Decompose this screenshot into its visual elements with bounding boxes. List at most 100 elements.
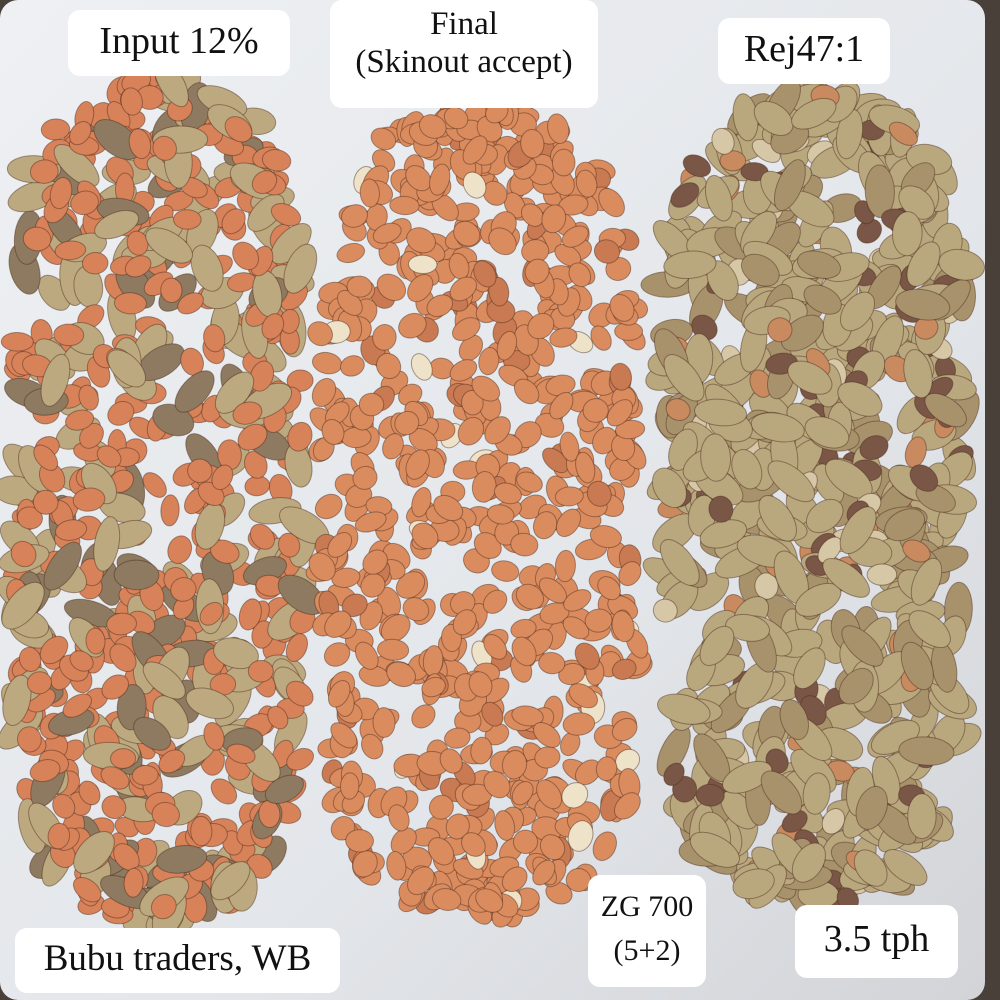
peanut-kernel bbox=[561, 782, 589, 809]
peanut-kernel bbox=[109, 643, 137, 673]
peanut-kernel bbox=[405, 449, 430, 480]
peanut-kernel bbox=[360, 733, 384, 760]
peanut-kernel bbox=[47, 822, 71, 850]
peanut-kernel bbox=[593, 239, 621, 264]
peanut-kernel bbox=[358, 665, 391, 687]
peanut-kernel bbox=[532, 722, 561, 748]
peanut-kernel bbox=[493, 482, 522, 505]
peanut-kernel bbox=[475, 888, 504, 913]
peanut-kernel bbox=[65, 409, 95, 431]
peanut-kernel bbox=[568, 683, 599, 709]
peanut-kernel bbox=[549, 391, 574, 420]
peanut-kernel bbox=[78, 384, 99, 411]
peanut-kernel bbox=[238, 598, 262, 631]
peanut-kernel bbox=[538, 651, 566, 675]
peanut-kernel bbox=[327, 679, 351, 708]
peanut-kernel bbox=[611, 717, 638, 742]
peanut-pod bbox=[94, 209, 140, 240]
peanut-kernel bbox=[407, 866, 435, 896]
peanut-kernel bbox=[49, 177, 73, 210]
peanut-kernel bbox=[286, 747, 315, 771]
peanut-kernel bbox=[539, 834, 566, 861]
peanut-kernel bbox=[754, 572, 779, 600]
peanut-kernel bbox=[478, 346, 500, 376]
peanut-pod bbox=[2, 674, 32, 727]
peanut-kernel bbox=[511, 636, 537, 667]
peanut-kernel bbox=[221, 208, 246, 235]
peanut-kernel bbox=[142, 472, 167, 498]
peanut-kernel bbox=[453, 220, 481, 247]
peanut-kernel bbox=[856, 218, 883, 244]
peanut-kernel bbox=[243, 450, 268, 479]
peanut-kernel bbox=[562, 712, 596, 736]
peanut-kernel bbox=[510, 532, 539, 557]
peanut-kernel bbox=[614, 792, 641, 820]
peanut-kernel bbox=[286, 369, 314, 392]
peanut-kernel bbox=[618, 561, 642, 587]
peanut-kernel bbox=[411, 487, 432, 518]
peanut-kernel bbox=[473, 260, 497, 288]
peanut-kernel bbox=[551, 148, 576, 177]
peanut-kernel bbox=[449, 359, 478, 382]
peanut-kernel bbox=[372, 222, 402, 244]
peanut-kernel bbox=[261, 149, 292, 172]
peanut-kernel bbox=[511, 705, 544, 727]
peanut-kernel bbox=[411, 704, 436, 729]
peanut-kernel bbox=[249, 523, 275, 550]
peanut-kernel bbox=[411, 522, 439, 550]
peanut-kernel bbox=[402, 597, 430, 622]
peanut-pod bbox=[213, 637, 259, 670]
peanut-kernel bbox=[558, 662, 586, 686]
peanut-kernel bbox=[110, 748, 137, 769]
peanut-pod bbox=[185, 687, 234, 720]
peanut-kernel bbox=[541, 204, 567, 234]
peanut-kernel bbox=[532, 511, 558, 540]
peanut-kernel bbox=[323, 642, 351, 667]
peanut-kernel bbox=[354, 641, 379, 670]
peanut-kernel bbox=[432, 888, 462, 911]
peanut-pod bbox=[53, 144, 100, 187]
peanut-kernel bbox=[307, 321, 333, 347]
peanut-kernel bbox=[398, 312, 427, 339]
peanut-pod bbox=[113, 559, 160, 591]
label-input: Input 12% bbox=[68, 10, 290, 76]
peanut-kernel bbox=[29, 159, 59, 184]
peanut-kernel bbox=[160, 494, 180, 527]
peanut-kernel bbox=[433, 494, 464, 522]
peanut-kernel bbox=[545, 881, 573, 905]
peanut-kernel bbox=[277, 532, 301, 558]
peanut-kernel bbox=[510, 618, 537, 639]
peanut-kernel bbox=[516, 471, 543, 493]
peanut-kernel bbox=[559, 431, 580, 462]
peanut-kernel bbox=[407, 254, 438, 275]
peanut-kernel bbox=[428, 794, 454, 820]
peanut-kernel bbox=[439, 748, 463, 774]
peanut-kernel bbox=[345, 829, 374, 853]
peanut-kernel bbox=[382, 433, 404, 460]
label-text: Rej47:1 bbox=[743, 28, 865, 70]
peanut-kernel bbox=[582, 398, 609, 423]
peanut-kernel bbox=[16, 506, 43, 530]
peanut-kernel bbox=[481, 701, 504, 727]
peanut-kernel bbox=[336, 242, 366, 264]
peanut-kernel bbox=[562, 616, 590, 640]
peanut-kernel bbox=[69, 650, 94, 672]
peanut-kernel bbox=[226, 743, 256, 764]
peanut-kernel bbox=[418, 114, 447, 139]
peanut-kernel bbox=[327, 531, 353, 558]
peanut-kernel bbox=[52, 793, 76, 819]
peanut-kernel bbox=[376, 352, 402, 380]
peanut-kernel bbox=[372, 324, 397, 351]
peanut-kernel bbox=[609, 293, 635, 322]
peanut-kernel bbox=[515, 583, 545, 610]
peanut-kernel bbox=[55, 519, 88, 541]
peanut-kernel bbox=[491, 560, 520, 582]
peanut-kernel bbox=[29, 759, 61, 783]
label-text: Final bbox=[430, 6, 498, 42]
label-trader: Bubu traders, WB bbox=[15, 928, 340, 993]
peanut-pod bbox=[247, 193, 285, 232]
peanut-kernel bbox=[451, 317, 481, 342]
peanut-pod bbox=[0, 475, 38, 506]
peanut-kernel bbox=[496, 330, 518, 361]
peanut-kernel bbox=[473, 532, 502, 560]
